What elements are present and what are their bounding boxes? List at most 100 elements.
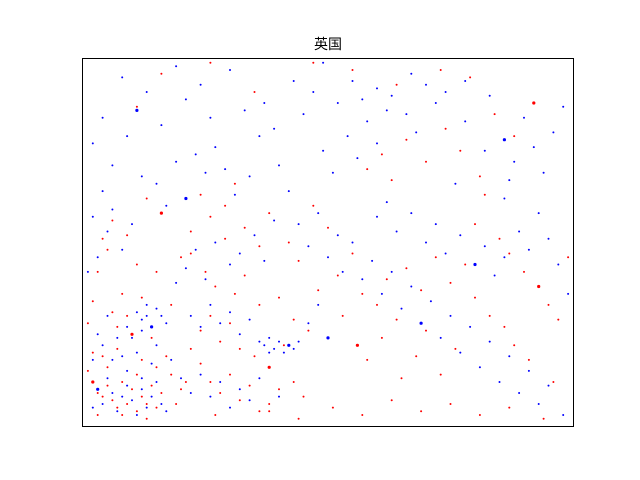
scatter-point	[562, 414, 564, 416]
scatter-point	[268, 337, 270, 339]
scatter-point	[425, 330, 427, 332]
scatter-point	[533, 146, 535, 148]
scatter-point	[239, 253, 241, 255]
scatter-point	[141, 396, 143, 398]
scatter-point	[479, 414, 481, 416]
scatter-point	[102, 117, 104, 119]
scatter-point	[312, 205, 314, 207]
scatter-point	[249, 175, 251, 177]
scatter-point	[489, 341, 491, 343]
scatter-point	[116, 407, 118, 409]
scatter-point	[141, 359, 143, 361]
scatter-point	[396, 84, 398, 86]
scatter-point	[258, 377, 260, 379]
scatter-point	[116, 348, 118, 350]
scatter-point	[200, 326, 202, 328]
scatter-point	[548, 385, 550, 387]
scatter-point	[435, 102, 437, 104]
scatter-point	[499, 381, 501, 383]
scatter-point	[352, 253, 354, 255]
scatter-point	[141, 175, 143, 177]
scatter-point	[513, 161, 515, 163]
scatter-point	[200, 194, 202, 196]
scatter-point	[136, 414, 138, 416]
scatter-point	[528, 370, 530, 372]
scatter-point	[307, 245, 309, 247]
scatter-point	[312, 91, 314, 93]
scatter-point	[229, 69, 231, 71]
scatter-point	[352, 69, 354, 71]
scatter-point	[342, 315, 344, 317]
scatter-point	[523, 271, 525, 273]
scatter-point	[484, 194, 486, 196]
scatter-point	[136, 311, 138, 313]
scatter-point	[102, 344, 104, 346]
scatter-point	[107, 366, 109, 368]
scatter-point	[410, 212, 412, 214]
scatter-point	[288, 190, 290, 192]
scatter-point	[391, 95, 393, 97]
scatter-point	[102, 355, 104, 357]
scatter-point	[209, 304, 211, 306]
scatter-point	[249, 319, 251, 321]
scatter-point	[283, 344, 285, 346]
scatter-point	[484, 150, 486, 152]
scatter-point	[111, 359, 113, 361]
scatter-point	[420, 289, 422, 291]
scatter-point	[494, 113, 496, 115]
scatter-point	[244, 275, 246, 277]
scatter-point	[538, 212, 540, 214]
scatter-point	[249, 385, 251, 387]
scatter-point	[342, 271, 344, 273]
scatter-point	[474, 297, 476, 299]
scatter-point	[121, 414, 123, 416]
scatter-point	[229, 322, 231, 324]
scatter-point	[209, 381, 211, 383]
scatter-point	[298, 260, 300, 262]
scatter-point	[469, 76, 471, 78]
scatter-point	[239, 399, 241, 401]
scatter-point	[543, 172, 545, 174]
scatter-point	[258, 245, 260, 247]
scatter-point	[195, 153, 197, 155]
scatter-point	[405, 267, 407, 269]
scatter-point	[151, 385, 153, 387]
scatter-point	[234, 194, 236, 196]
scatter-point	[263, 102, 265, 104]
scatter-point	[366, 359, 368, 361]
scatter-point	[278, 396, 280, 398]
scatter-point	[450, 403, 452, 405]
scatter-point	[386, 278, 388, 280]
scatter-point	[366, 168, 368, 170]
scatter-point	[268, 212, 270, 214]
scatter-point	[136, 264, 138, 266]
scatter-point	[92, 216, 94, 218]
scatter-point	[288, 242, 290, 244]
scatter-point	[381, 293, 383, 295]
scatter-point	[503, 198, 505, 200]
scatter-point	[195, 249, 197, 251]
scatter-point	[116, 337, 118, 339]
scatter-point	[548, 304, 550, 306]
scatter-point	[396, 319, 398, 321]
scatter-point	[293, 80, 295, 82]
scatter-point	[146, 315, 148, 317]
scatter-point	[376, 304, 378, 306]
scatter-point	[219, 322, 221, 324]
scatter-point	[503, 256, 505, 258]
scatter-point	[205, 172, 207, 174]
scatter-point	[327, 256, 329, 258]
scatter-point	[287, 344, 290, 347]
scatter-point	[474, 223, 476, 225]
scatter-point	[131, 388, 133, 390]
scatter-point	[146, 91, 148, 93]
scatter-point	[278, 341, 280, 343]
scatter-point	[298, 223, 300, 225]
scatter-point	[459, 352, 461, 354]
scatter-point	[268, 410, 270, 412]
scatter-point	[376, 142, 378, 144]
scatter-point	[293, 348, 295, 350]
scatter-point	[391, 179, 393, 181]
scatter-point	[278, 297, 280, 299]
